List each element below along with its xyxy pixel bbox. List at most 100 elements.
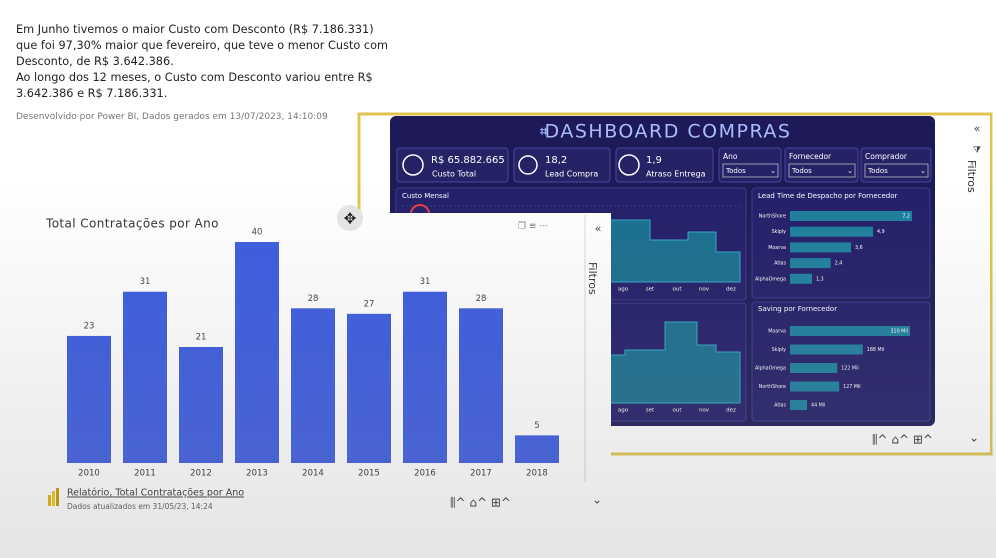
y-tick-label: Skiply [772, 347, 787, 353]
kpi-icon [518, 155, 538, 175]
report-title[interactable]: Relatório, Total Contratações por Ano [67, 488, 244, 499]
y-tick-label: NorthShore [759, 214, 786, 220]
data-label: 310 Mil [891, 329, 909, 335]
bar [790, 344, 863, 355]
y-tick-label: Atlas [774, 403, 786, 409]
data-label: 127 Mil [843, 384, 861, 390]
filter-pane-label[interactable]: Filtros [586, 262, 599, 295]
x-tick-label: 2012 [190, 469, 212, 479]
expand-chevron[interactable]: ⌄ [592, 493, 602, 507]
slicer-dropdown[interactable] [864, 163, 929, 178]
x-tick-label: 2011 [134, 469, 156, 479]
bar [403, 291, 447, 463]
x-tick-label: 2018 [526, 469, 548, 479]
kpi-value: R$ 65.882.665 [431, 155, 505, 166]
dropdown-arrow: ⌄ [847, 167, 853, 175]
collapse-chevron[interactable]: « [974, 122, 981, 135]
x-tick-label: 2013 [246, 469, 268, 479]
expand-chevron[interactable]: ⌄ [969, 431, 979, 445]
bar [291, 308, 335, 463]
y-tick-label: AlphaOmega [755, 276, 786, 282]
x-tick-label: out [672, 408, 682, 414]
data-label: 3,6 [855, 245, 863, 251]
slicer-label: Fornecedor [789, 152, 832, 161]
data-label: 21 [196, 332, 207, 342]
x-tick-label: 2010 [78, 469, 100, 479]
summary-paragraph: Ao longo dos 12 meses, o Custo com Desco… [16, 71, 373, 100]
bar [515, 435, 559, 463]
bar [790, 211, 912, 221]
x-tick-label: set [646, 287, 655, 293]
y-tick-label: Skiply [772, 229, 787, 235]
x-tick-label: dez [726, 408, 736, 414]
data-label: 1,3 [816, 276, 824, 282]
slicer-label: Comprador [865, 152, 908, 161]
data-label: 23 [84, 321, 95, 331]
x-tick-label: out [672, 287, 682, 293]
bar [790, 400, 808, 410]
data-label: 27 [364, 299, 375, 309]
kpi-value: 18,2 [545, 155, 567, 166]
slicer-value: Todos [867, 167, 888, 175]
data-label: 31 [420, 277, 431, 287]
x-tick-label: ago [618, 287, 629, 293]
summary: Em Junho tivemos o maior Custo com Desco… [16, 22, 388, 102]
data-label: 4,9 [877, 229, 885, 235]
bar [179, 346, 223, 463]
slicer-value: Todos [725, 167, 746, 175]
chart-title: Total Contratações por Ano [45, 217, 219, 231]
y-tick-label: Atlas [774, 261, 786, 267]
toolbar-icons[interactable]: ⫼^ ⌂^ ⊞^ [450, 496, 511, 510]
bar [790, 258, 831, 269]
y-tick-label: AlphaOmega [755, 366, 786, 372]
pbi-logo [48, 495, 51, 506]
kpi-label: Lead Compra [545, 170, 598, 179]
x-tick-label: nov [699, 287, 710, 293]
y-tick-label: Moarva [768, 329, 786, 335]
panel-title: Lead Time de Despacho por Fornecedor [758, 192, 898, 200]
filter-pane-label[interactable]: Filtros [965, 160, 978, 193]
y-tick-label: Moarva [768, 245, 786, 251]
slicer-label: Ano [723, 152, 738, 161]
dropdown-arrow: ⌄ [770, 167, 776, 175]
data-label: 188 Mil [867, 347, 885, 353]
visual-header-icons[interactable]: ❐ ≡ ⋯ [518, 222, 548, 232]
summary-paragraph: Em Junho tivemos o maior Custo com Desco… [16, 23, 389, 68]
kpi-icon [402, 154, 424, 176]
slicer-value: Todos [791, 167, 812, 175]
y-tick-label: NorthShore [759, 384, 786, 390]
kpi-label: Custo Total [432, 170, 476, 179]
x-tick-label: 2016 [414, 469, 436, 479]
report-visual: Total Contratações por Ano ❐ ≡ ⋯ « Filtr… [0, 205, 611, 518]
bar [790, 363, 838, 373]
panel-title: Custo Mensal [402, 192, 449, 200]
data-label: 28 [476, 294, 487, 304]
data-label: 122 Mil [841, 366, 859, 372]
x-tick-label: 2017 [470, 469, 492, 479]
bar [235, 242, 279, 463]
slicer-dropdown[interactable] [788, 163, 856, 178]
x-tick-label: nov [699, 408, 710, 414]
data-label: 5 [534, 421, 539, 431]
x-tick-label: dez [726, 287, 736, 293]
logo-glyph: ⌗ [539, 125, 548, 140]
generated-note: Desenvolvido por Power BI, Dados gerados… [16, 112, 328, 122]
toolbar-icons[interactable]: ⫼^ ⌂^ ⊞^ [872, 433, 933, 447]
dropdown-arrow: ⌄ [920, 167, 926, 175]
slicer-dropdown[interactable] [722, 163, 779, 178]
dashboard-title: DASHBOARD COMPRAS [545, 121, 792, 143]
collapse-chevron[interactable]: « [595, 222, 602, 235]
data-label: 7,2 [902, 214, 910, 220]
bar [790, 242, 851, 253]
kpi-icon [618, 154, 640, 176]
kpi-label: Atraso Entrega [646, 170, 706, 179]
filter-pane [936, 116, 990, 452]
data-label: 28 [308, 294, 319, 304]
data-label: 31 [140, 277, 151, 287]
data-label: 44 Mil [811, 403, 825, 409]
filter-icon: ⧩ [973, 146, 981, 156]
x-tick-label: 2015 [358, 469, 380, 479]
bar [790, 381, 840, 392]
move-cursor: ✥ [344, 210, 357, 228]
